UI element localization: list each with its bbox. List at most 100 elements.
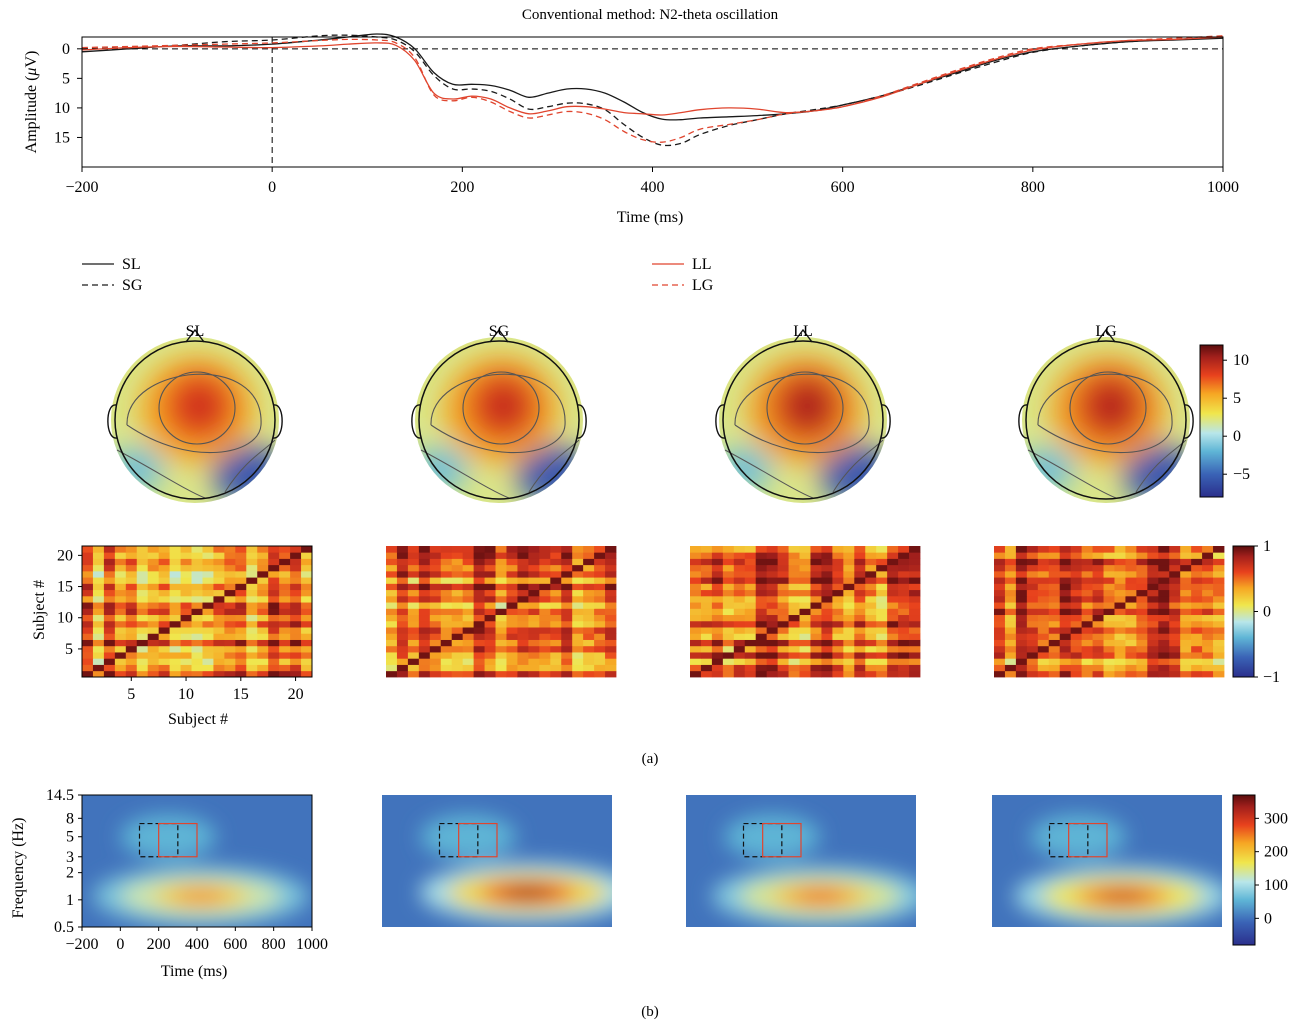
matrix-cell [594,546,606,553]
matrix-cell [1191,602,1203,609]
matrix-cell [1081,639,1093,647]
matrix-cell [766,658,779,665]
matrix-cell [1103,577,1115,584]
matrix-cell [506,633,518,640]
matrix-cell [418,608,431,616]
matrix-cell [821,558,833,566]
matrix-cell [744,670,757,678]
matrix-cell [440,558,453,566]
matrix-cell [832,608,844,616]
matrix-cell [1081,645,1093,653]
matrix-cell [722,552,735,559]
matrix-cell [484,670,496,678]
matrix-cell [136,658,149,665]
matrix-cell [810,664,822,672]
matrix-cell [1092,658,1104,665]
matrix-cell [898,608,910,616]
matrix-cell [854,570,866,578]
colorbar-tick-label: −5 [1233,466,1250,483]
matrix-cell [180,577,192,584]
matrix-cell [484,633,496,640]
matrix-cell [418,546,431,553]
matrix-cell [594,608,606,616]
matrix-cell [246,664,258,672]
matrix-cell [1037,608,1050,616]
matrix-cell [1070,589,1083,597]
matrix-cell [799,564,811,572]
matrix-cell [755,577,768,584]
matrix-cell [1081,602,1093,609]
matrix-cell [506,577,518,584]
matrix-cell [517,602,529,609]
matrix-cell [396,652,409,659]
matrix-cell [810,589,822,597]
matrix-cell [766,546,779,553]
matrix-cell [279,664,291,672]
matrix-cell [517,558,529,566]
matrix-cell [909,583,921,591]
matrix-cell [279,639,291,647]
matrix-cell [246,602,258,609]
matrix-cell [700,570,713,578]
matrix-cell [506,564,518,572]
matrix-cell [506,608,518,616]
matrix-cell [484,608,496,616]
matrix-cell [407,589,420,597]
matrix-cell [1202,670,1214,678]
matrix-cell [572,658,584,665]
matrix-cell [202,577,214,584]
matrix-cell [136,552,149,559]
matrix-cell [876,633,888,640]
matrix-cell [136,577,149,584]
matrix-cell [733,595,746,603]
matrix-cell [594,564,606,572]
matrix-cell [744,652,757,659]
tf-y-axis-label: Frequency (Hz) [10,818,27,919]
matrix-cell [1037,570,1050,578]
matrix-cell [865,658,877,665]
matrix-cell [994,658,1006,665]
matrix-cell [1026,564,1039,572]
matrix-cell [202,639,214,647]
matrix-cell [1026,614,1039,622]
matrix-cell [257,670,269,678]
matrix-cell [1169,564,1181,572]
matrix-cell [495,577,507,584]
matrix-cell [517,564,529,572]
tf-x-tick-label: 800 [262,936,286,953]
matrix-cell [224,627,236,634]
matrix-cell [1213,620,1225,628]
matrix-cell [396,658,409,665]
colorbar-tick-label: 0 [1263,604,1271,621]
matrix-cell [213,577,225,584]
matrix-cell [202,670,214,678]
matrix-cell [407,583,420,591]
matrix-cell [1213,633,1225,640]
matrix-cell [473,577,485,584]
topomap-contour [158,371,236,445]
matrix-cell [1004,658,1017,665]
matrix-cell [246,608,258,616]
matrix-cell [733,608,746,616]
matrix-cell [1059,670,1072,678]
matrix-cell [451,564,464,572]
topomap-contour [1027,449,1117,499]
matrix-cell [451,595,464,603]
matrix-cell [1125,633,1137,640]
matrix-cell [1070,627,1083,634]
matrix-cell [235,564,247,572]
matrix-cell [1103,658,1115,665]
matrix-cell [994,546,1006,553]
matrix-cell [788,589,800,597]
y-tick-label: 5 [62,70,70,87]
matrix-cell [1092,639,1104,647]
matrix-cell [213,658,225,665]
matrix-cell [418,658,431,665]
matrix-cell [484,620,496,628]
matrix-cell [1004,608,1017,616]
colorbar-gradient [1232,545,1255,678]
matrix-cell [451,670,464,678]
matrix-cell [290,670,302,678]
matrix-cell [462,552,475,559]
matrix-cell [1158,645,1170,653]
